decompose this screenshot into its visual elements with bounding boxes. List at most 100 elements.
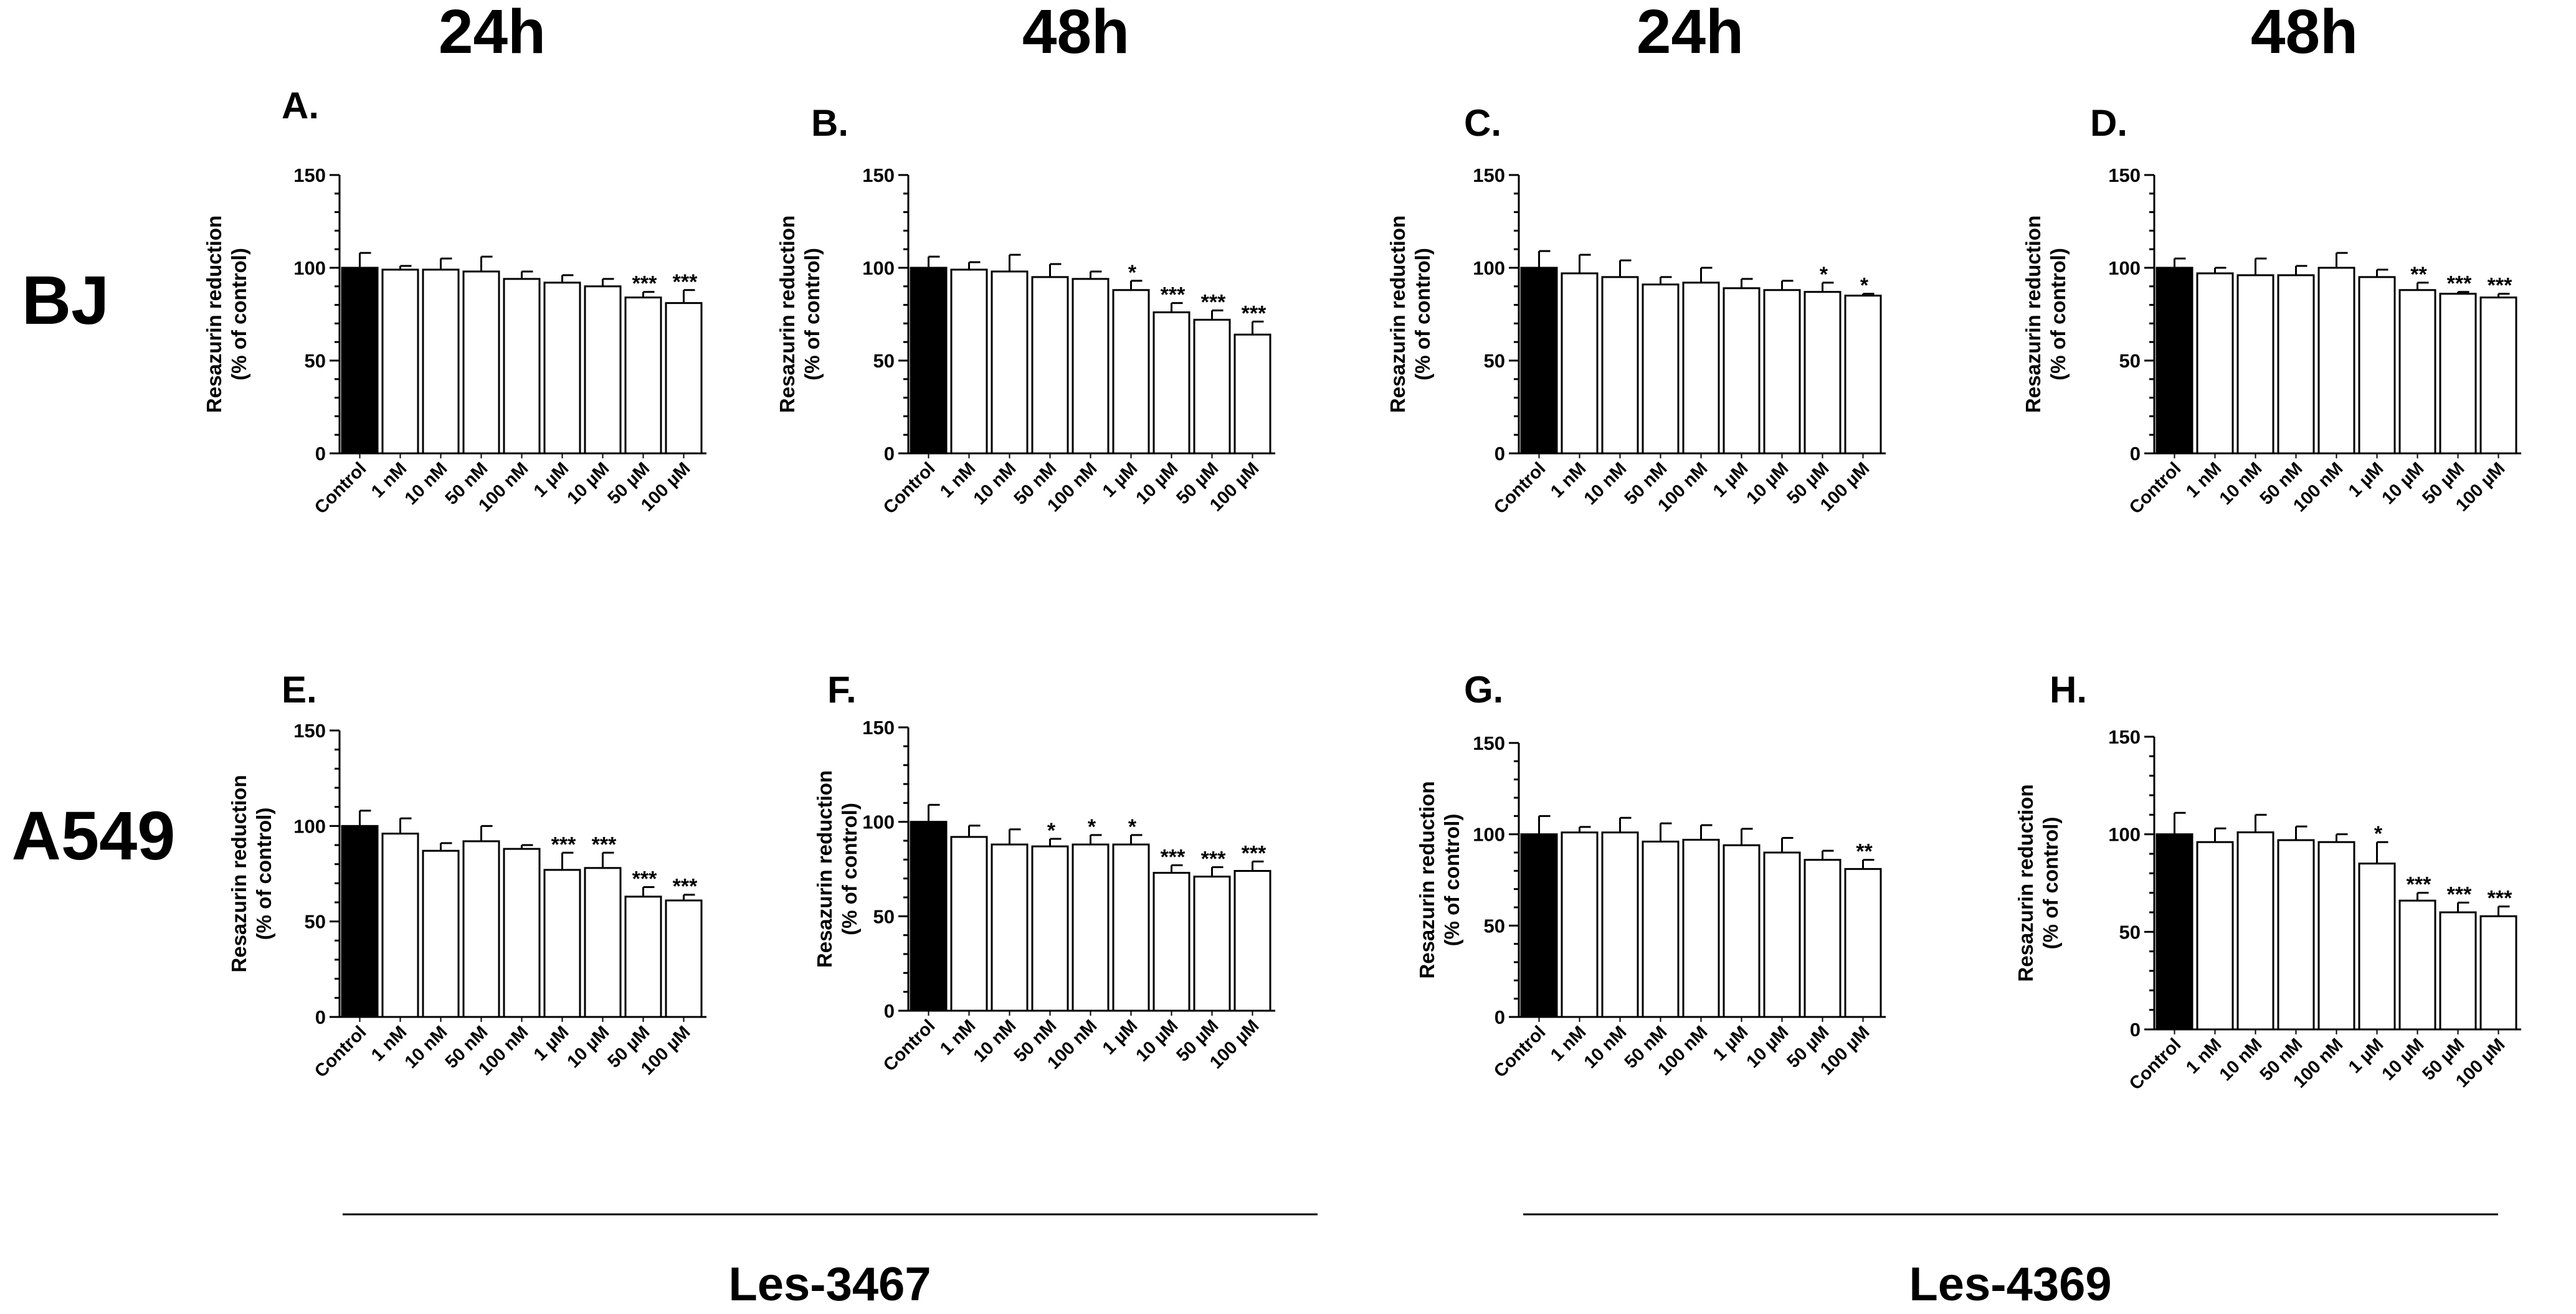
bar-1-um xyxy=(1112,843,1150,1012)
x-tick-label-10-um: 10 µM xyxy=(1132,458,1182,508)
panel-label-c: C. xyxy=(1464,102,1501,144)
bar-100-nm xyxy=(503,278,541,455)
bar-100-um xyxy=(1844,295,1882,455)
bar-50-nm xyxy=(1642,840,1680,1018)
bar-10-um xyxy=(1763,851,1801,1018)
y-tick-label: 150 xyxy=(862,717,895,739)
x-tick-label-10-um: 10 µM xyxy=(563,1022,613,1072)
significance-1-um: *** xyxy=(551,833,576,856)
x-tick-label-10-nm: 10 nM xyxy=(970,458,1020,509)
x-tick-label-10-nm: 10 nM xyxy=(1580,1022,1631,1072)
compound-label-les-4369: Les-4369 xyxy=(1909,1258,2111,1311)
bar-100-nm xyxy=(2317,267,2355,455)
bar-100-nm xyxy=(2317,841,2355,1031)
y-tick-label: 0 xyxy=(1495,1006,1505,1028)
y-axis-label-line: (% of control) xyxy=(2046,248,2070,380)
panel-h: H. Resazurin reduction(% of control) 0 50 10… xyxy=(2014,669,2521,1094)
y-axis-label-line: Resazurin reduction xyxy=(202,215,226,413)
y-tick-label: 0 xyxy=(2130,443,2141,465)
x-tick-label-control: Control xyxy=(880,1016,939,1075)
row-label-bj: BJ xyxy=(22,262,110,339)
y-axis-label: Resazurin reduction(% of control) xyxy=(1386,215,1434,413)
significance-100-um: *** xyxy=(1242,301,1267,325)
y-axis-label: Resazurin reduction(% of control) xyxy=(1415,781,1463,978)
bar-10-nm xyxy=(1601,276,1639,455)
significance-10-um: *** xyxy=(1161,845,1186,869)
panel-e: E. Resazurin reduction(% of control) 0 50 10… xyxy=(227,669,706,1082)
bar-50-nm xyxy=(2277,839,2315,1031)
bar-1-um xyxy=(1112,289,1150,455)
y-tick-label: 50 xyxy=(305,350,326,372)
x-tick-label-10-nm: 10 nM xyxy=(1580,458,1631,509)
bar-10-nm xyxy=(2236,831,2274,1031)
bar-50-nm xyxy=(1031,845,1069,1012)
significance-100-um: *** xyxy=(1242,841,1267,865)
y-tick-label: 150 xyxy=(293,164,326,186)
y-axis-label-line: Resazurin reduction xyxy=(813,770,836,968)
column-header-3: 24h xyxy=(1637,0,1744,67)
y-axis-label-line: Resazurin reduction xyxy=(1415,781,1438,978)
bar-10-nm xyxy=(422,268,460,455)
bar-50-nm xyxy=(462,840,500,1018)
y-axis-label: Resazurin reduction(% of control) xyxy=(227,775,275,972)
x-tick-label-10-nm: 10 nM xyxy=(2216,1034,2266,1085)
x-tick-label-control: Control xyxy=(2126,458,2185,518)
bar-10-nm xyxy=(991,843,1029,1012)
bar-control xyxy=(910,821,948,1012)
bar-50-nm xyxy=(2277,274,2315,455)
panel-label-b: B. xyxy=(811,102,848,144)
y-axis-label-line: (% of control) xyxy=(801,248,824,380)
y-tick-label: 0 xyxy=(2130,1019,2141,1041)
bar-1-um xyxy=(2358,863,2396,1031)
y-tick-label: 150 xyxy=(2108,726,2141,748)
significance-100-um: *** xyxy=(673,270,698,294)
y-tick-label: 150 xyxy=(293,720,326,742)
y-tick-label: 150 xyxy=(862,164,895,186)
bar-1-um xyxy=(1723,844,1761,1018)
significance-10-um: *** xyxy=(592,833,617,856)
y-tick-label: 50 xyxy=(2119,350,2141,372)
bar-100-nm xyxy=(1072,843,1110,1012)
bar-control xyxy=(1520,833,1558,1018)
y-tick-label: 150 xyxy=(2108,164,2141,186)
bar-10-um xyxy=(2398,899,2436,1031)
y-tick-label: 0 xyxy=(884,1000,895,1022)
y-axis-label-line: (% of control) xyxy=(2039,817,2062,950)
bar-10-nm xyxy=(991,270,1029,455)
panel-label-d: D. xyxy=(2090,102,2127,144)
bar-1-um xyxy=(543,281,581,455)
bar-50-um xyxy=(624,896,662,1018)
significance-50-um: *** xyxy=(1201,847,1226,871)
bar-1-nm xyxy=(1561,831,1599,1018)
significance-10-um: ** xyxy=(2410,263,2427,286)
significance-50-um: *** xyxy=(2447,882,2472,906)
bar-100-um xyxy=(2479,915,2517,1031)
x-tick-label-control: Control xyxy=(311,1022,371,1082)
y-tick-label: 150 xyxy=(1473,164,1505,186)
significance-100-um: ** xyxy=(1856,840,1873,864)
x-tick-label-10-um: 10 µM xyxy=(2378,1034,2428,1084)
significance-1-um: * xyxy=(2374,822,2383,846)
y-tick-label: 0 xyxy=(315,1006,326,1028)
significance-50-nm: * xyxy=(1047,819,1056,843)
bar-50-um xyxy=(2439,293,2477,455)
y-axis-label-line: (% of control) xyxy=(1440,814,1463,947)
y-axis-label: Resazurin reduction(% of control) xyxy=(776,215,824,413)
bar-control xyxy=(2155,267,2193,455)
y-tick-label: 50 xyxy=(305,911,326,933)
bar-1-nm xyxy=(381,268,419,455)
bar-100-um xyxy=(665,302,703,455)
significance-100-um: * xyxy=(1860,274,1869,298)
y-tick-label: 150 xyxy=(1473,732,1505,754)
significance-10-um: *** xyxy=(2407,873,2431,897)
y-tick-label: 0 xyxy=(884,443,895,465)
bar-1-nm xyxy=(381,833,419,1018)
bar-1-um xyxy=(543,869,581,1018)
x-tick-label-control: Control xyxy=(2126,1034,2185,1094)
y-axis-label-line: Resazurin reduction xyxy=(1386,215,1409,413)
x-tick-label-10-um: 10 µM xyxy=(2378,458,2428,508)
bar-50-um xyxy=(1804,859,1842,1018)
bar-100-um xyxy=(1233,870,1271,1012)
x-tick-label-control: Control xyxy=(1490,1022,1550,1082)
